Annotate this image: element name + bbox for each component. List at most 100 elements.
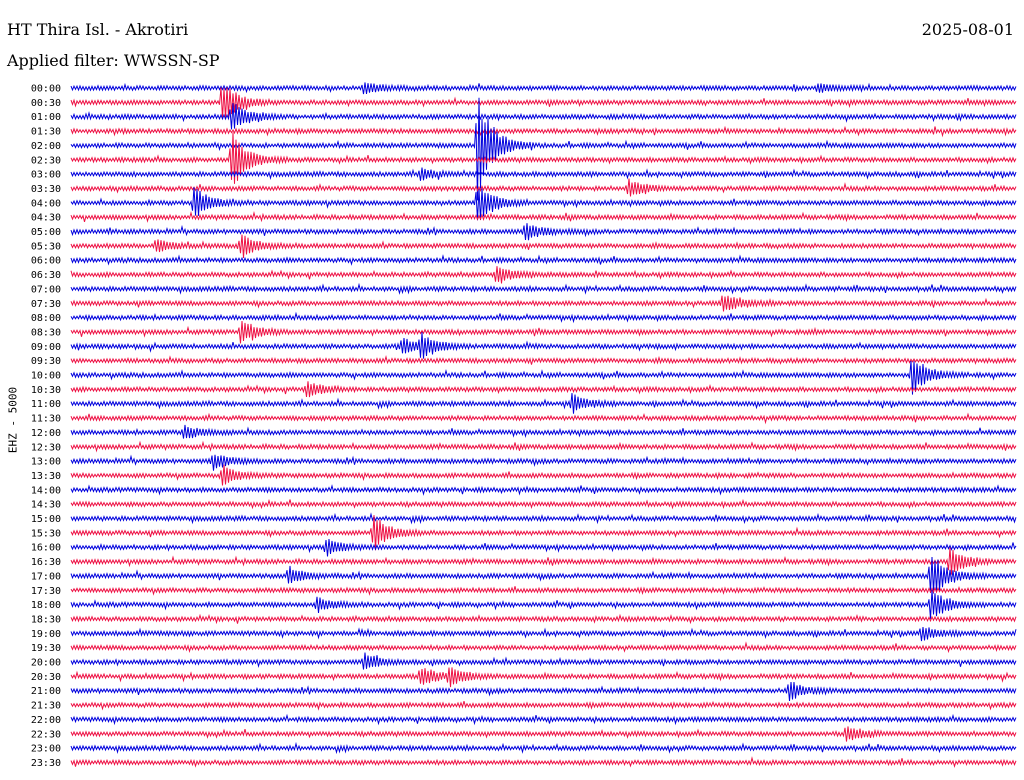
trace-line [70, 332, 1017, 359]
time-tick-label: 20:00 [31, 658, 61, 669]
trace-line [70, 713, 1017, 726]
trace-line [70, 320, 1017, 344]
time-tick-label: 09:30 [31, 356, 61, 367]
trace-line [70, 178, 1017, 197]
time-tick-label: 19:00 [31, 629, 61, 640]
trace-line [70, 282, 1017, 295]
time-tick-label: 02:30 [31, 155, 61, 166]
time-tick-label: 04:30 [31, 213, 61, 224]
trace-line [70, 87, 1017, 120]
trace-line [70, 547, 1017, 575]
trace-line [70, 295, 1017, 312]
trace-line [70, 234, 1017, 259]
time-tick-label: 16:30 [31, 557, 61, 568]
time-tick-label: 01:30 [31, 127, 61, 138]
time-tick-label: 14:30 [31, 500, 61, 511]
trace-line [70, 726, 1017, 742]
time-tick-label: 11:30 [31, 414, 61, 425]
trace-line [70, 210, 1017, 223]
time-tick-label: 13:30 [31, 471, 61, 482]
trace-line [70, 393, 1017, 414]
trace-line [70, 254, 1017, 266]
trace-line [70, 700, 1017, 711]
time-tick-label: 19:30 [31, 643, 61, 654]
trace-line [70, 756, 1017, 768]
time-tick-label: 10:00 [31, 371, 61, 382]
trace-line [70, 627, 1017, 642]
trace-line [70, 512, 1017, 525]
trace-line [70, 556, 1017, 594]
trace-line [70, 125, 1017, 138]
time-tick-label: 03:00 [31, 170, 61, 181]
time-tick-label: 11:00 [31, 399, 61, 410]
trace-line [70, 97, 1017, 201]
trace-line [70, 82, 1017, 95]
trace-line [70, 440, 1017, 453]
trace-line [70, 360, 1017, 395]
trace-line [70, 586, 1017, 596]
station-title: HT Thira Isl. - Akrotiri [7, 20, 189, 39]
trace-line [70, 484, 1017, 496]
time-tick-label: 06:30 [31, 270, 61, 281]
time-tick-label: 08:00 [31, 313, 61, 324]
time-tick-label: 22:00 [31, 715, 61, 726]
time-tick-label: 23:30 [31, 758, 61, 769]
time-tick-label: 22:30 [31, 729, 61, 740]
time-tick-label: 14:00 [31, 485, 61, 496]
date-label: 2025-08-01 [921, 20, 1014, 39]
trace-line [70, 454, 1017, 471]
time-tick-label: 18:30 [31, 614, 61, 625]
trace-line [70, 187, 1017, 221]
time-tick-label: 12:30 [31, 442, 61, 453]
time-tick-label: 05:30 [31, 241, 61, 252]
trace-line [70, 667, 1017, 688]
trace-line [70, 311, 1017, 324]
time-tick-label: 03:30 [31, 184, 61, 195]
time-tick-label: 00:30 [31, 98, 61, 109]
filter-label: Applied filter: WWSSN-SP [7, 51, 220, 70]
time-tick-label: 13:00 [31, 457, 61, 468]
trace-line [70, 381, 1017, 398]
time-tick-label: 21:30 [31, 701, 61, 712]
trace-line [70, 355, 1017, 365]
time-tick-label: 07:30 [31, 299, 61, 310]
trace-line [70, 538, 1017, 557]
time-tick-label: 02:00 [31, 141, 61, 152]
trace-line [70, 613, 1017, 625]
trace-line [70, 132, 1017, 184]
time-tick-label: 12:00 [31, 428, 61, 439]
trace-line [70, 515, 1017, 551]
time-tick-layer: 00:00 00:30 01:00 01:30 02:00 02:30 03:00 03:30… [31, 84, 61, 769]
trace-line [70, 266, 1017, 284]
time-tick-label: 00:00 [31, 84, 61, 95]
time-tick-label: 16:00 [31, 543, 61, 554]
time-tick-label: 21:00 [31, 686, 61, 697]
trace-line [70, 589, 1017, 619]
time-tick-label: 20:30 [31, 672, 61, 683]
time-tick-label: 04:00 [31, 198, 61, 209]
trace-line [70, 464, 1017, 486]
trace-line [70, 103, 1017, 130]
trace-line [70, 681, 1017, 701]
trace-layer [70, 82, 1017, 768]
trace-line [70, 498, 1017, 510]
time-tick-label: 05:00 [31, 227, 61, 238]
time-tick-label: 08:30 [31, 327, 61, 338]
trace-line [70, 741, 1017, 755]
trace-line [70, 167, 1017, 181]
time-tick-label: 17:30 [31, 586, 61, 597]
time-tick-label: 17:00 [31, 571, 61, 582]
time-tick-label: 07:00 [31, 284, 61, 295]
time-tick-label: 23:00 [31, 744, 61, 755]
trace-line [70, 641, 1017, 654]
time-tick-label: 06:00 [31, 256, 61, 267]
time-tick-label: 10:30 [31, 385, 61, 396]
trace-line [70, 223, 1017, 241]
time-tick-label: 09:00 [31, 342, 61, 353]
trace-line [70, 652, 1017, 670]
trace-line [70, 412, 1017, 425]
time-tick-label: 01:00 [31, 112, 61, 123]
time-tick-label: 15:00 [31, 514, 61, 525]
time-tick-label: 18:00 [31, 600, 61, 611]
